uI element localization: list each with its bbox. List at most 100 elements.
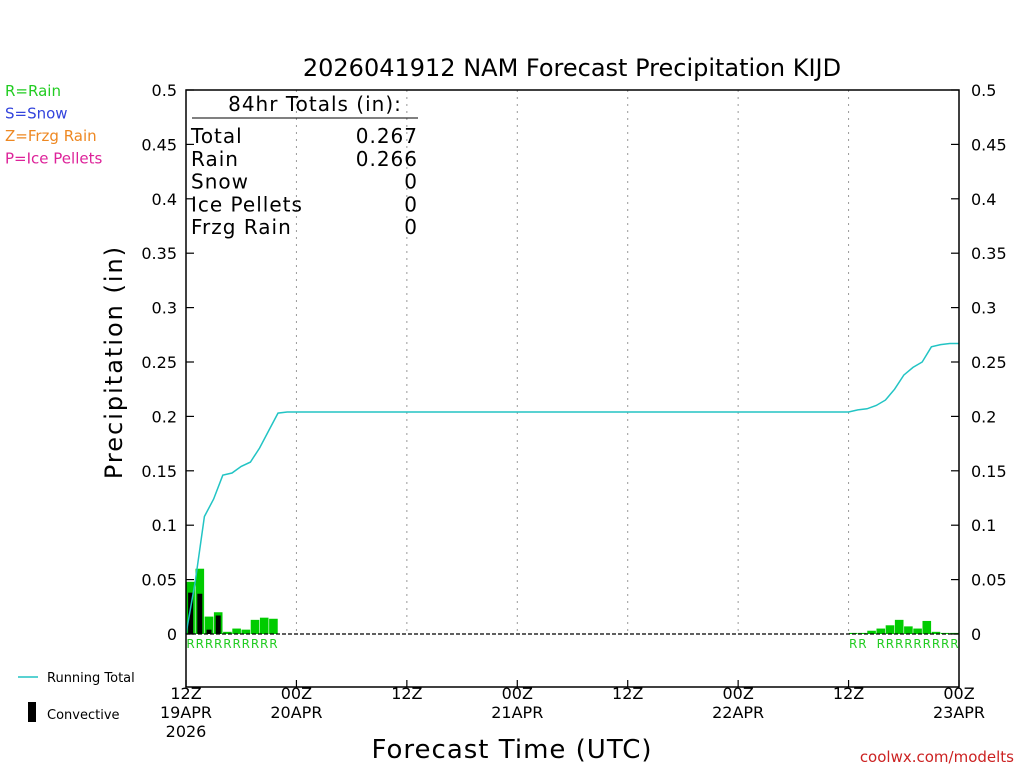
precip-bar (867, 630, 876, 634)
precip-type-marker: R (232, 637, 240, 651)
y-tick-label-left: 0.3 (152, 299, 177, 318)
totals-header: 84hr Totals (in): (228, 92, 402, 116)
legend-type-entry: Z=Frzg Rain (5, 127, 97, 145)
x-tick-label: 19APR (160, 703, 212, 722)
x-tick-label: 00Z (722, 684, 753, 703)
precip-bar (876, 628, 886, 634)
precip-type-marker: R (196, 637, 204, 651)
precip-type-marker: R (932, 637, 940, 651)
precip-type-marker: R (251, 637, 259, 651)
precip-type-marker: R (950, 637, 958, 651)
convective-bar (206, 629, 212, 634)
precip-type-marker: R (214, 637, 222, 651)
x-tick-label: 12Z (833, 684, 864, 703)
y-tick-label-left: 0.4 (152, 190, 177, 209)
y-tick-label-left: 0.35 (141, 244, 177, 263)
legend-convective-label: Convective (47, 708, 120, 723)
precip-type-marker: R (205, 637, 213, 651)
x-tick-label: 12Z (170, 684, 201, 703)
y-tick-label-right: 0.4 (971, 190, 996, 209)
precip-bar (223, 631, 232, 634)
precip-type-marker: R (877, 637, 885, 651)
y-tick-label-right: 0.25 (971, 353, 1007, 372)
x-tick-label: 00Z (502, 684, 533, 703)
precip-type-marker: R (269, 637, 277, 651)
precip-bar (904, 626, 913, 634)
precip-type-marker: R (849, 637, 857, 651)
totals-row-value: 0 (404, 192, 418, 216)
precip-bar (931, 631, 941, 634)
precip-type-marker: R (242, 637, 250, 651)
x-tick-label: 20APR (270, 703, 322, 722)
y-tick-label-right: 0.1 (971, 516, 996, 535)
totals-row-label: Ice Pellets (191, 192, 303, 216)
totals-row-label: Total (190, 124, 243, 148)
x-tick-label: 23APR (933, 703, 985, 722)
precip-bar (250, 619, 260, 634)
totals-row-label: Snow (191, 170, 249, 194)
precip-bar (232, 628, 241, 634)
y-tick-label-right: 0.2 (971, 407, 996, 426)
y-tick-label-right: 0.15 (971, 462, 1007, 481)
y-tick-label-left: 0.05 (141, 571, 177, 590)
precip-type-marker: R (260, 637, 268, 651)
legend-convective-swatch (28, 702, 36, 722)
x-tick-label: 12Z (612, 684, 643, 703)
y-tick-label-right: 0.3 (971, 299, 996, 318)
precip-type-marker: R (904, 637, 912, 651)
precip-bar (269, 618, 278, 634)
y-tick-label-left: 0 (167, 625, 177, 644)
legend-type-entry: S=Snow (5, 105, 68, 123)
x-tick-label: 00Z (943, 684, 974, 703)
totals-row-label: Rain (191, 147, 239, 171)
totals-row-value: 0.267 (356, 124, 418, 148)
y-tick-label-right: 0.5 (971, 81, 996, 100)
legend-running-total-label: Running Total (47, 671, 135, 686)
totals-row-value: 0.266 (356, 147, 418, 171)
precip-type-marker: R (923, 637, 931, 651)
totals-row-value: 0 (404, 215, 418, 239)
y-tick-label-left: 0.2 (152, 407, 177, 426)
y-tick-label-right: 0.05 (971, 571, 1007, 590)
precip-type-marker: R (223, 637, 231, 651)
precip-bar (913, 628, 922, 634)
precip-type-marker: R (913, 637, 921, 651)
x-tick-label: 00Z (281, 684, 312, 703)
convective-bar (197, 593, 203, 634)
y-tick-label-left: 0.25 (141, 353, 177, 372)
convective-bar-series (188, 592, 221, 634)
y-axis-left: 0 0.05 0.1 0.15 0.2 0.25 0.3 0.35 0.4 0.45 0.5 (141, 81, 194, 644)
precip-bar (259, 617, 269, 634)
precip-type-marker: R (941, 637, 949, 651)
x-tick-label: 12Z (391, 684, 422, 703)
convective-bar (188, 592, 194, 634)
precip-type-legend: R=Rain S=Snow Z=Frzg Rain P=Ice Pellets (5, 82, 102, 168)
totals-row-label: Frzg Rain (191, 215, 292, 239)
source-credit: coolwx.com/modelts (860, 748, 1014, 766)
plot-frame (185, 89, 960, 688)
line-legend: Running Total Convective (18, 671, 135, 723)
precip-bar (241, 629, 251, 634)
y-axis-right: 0 0.05 0.1 0.15 0.2 0.25 0.3 0.35 0.4 0.45 0.5 (951, 81, 1007, 644)
y-tick-label-right: 0 (971, 625, 981, 644)
running-total-line (185, 342, 959, 635)
x-tick-label: 2026 (166, 722, 207, 741)
precip-bar (858, 632, 867, 634)
precip-type-marker: R (886, 637, 894, 651)
y-tick-label-right: 0.45 (971, 135, 1007, 154)
chart-title: 2026041912 NAM Forecast Precipitation KI… (303, 54, 841, 82)
y-tick-label-left: 0.5 (152, 81, 177, 100)
precip-bar (922, 620, 932, 634)
y-tick-label-left: 0.1 (152, 516, 177, 535)
y-tick-label-left: 0.45 (141, 135, 177, 154)
x-tick-label: 22APR (712, 703, 764, 722)
precip-bar (894, 619, 904, 634)
y-tick-label-left: 0.15 (141, 462, 177, 481)
totals-box: 84hr Totals (in): Total 0.267 Rain 0.266 Snow… (190, 92, 418, 239)
x-tick-label: 21APR (491, 703, 543, 722)
precip-bar (204, 616, 214, 634)
